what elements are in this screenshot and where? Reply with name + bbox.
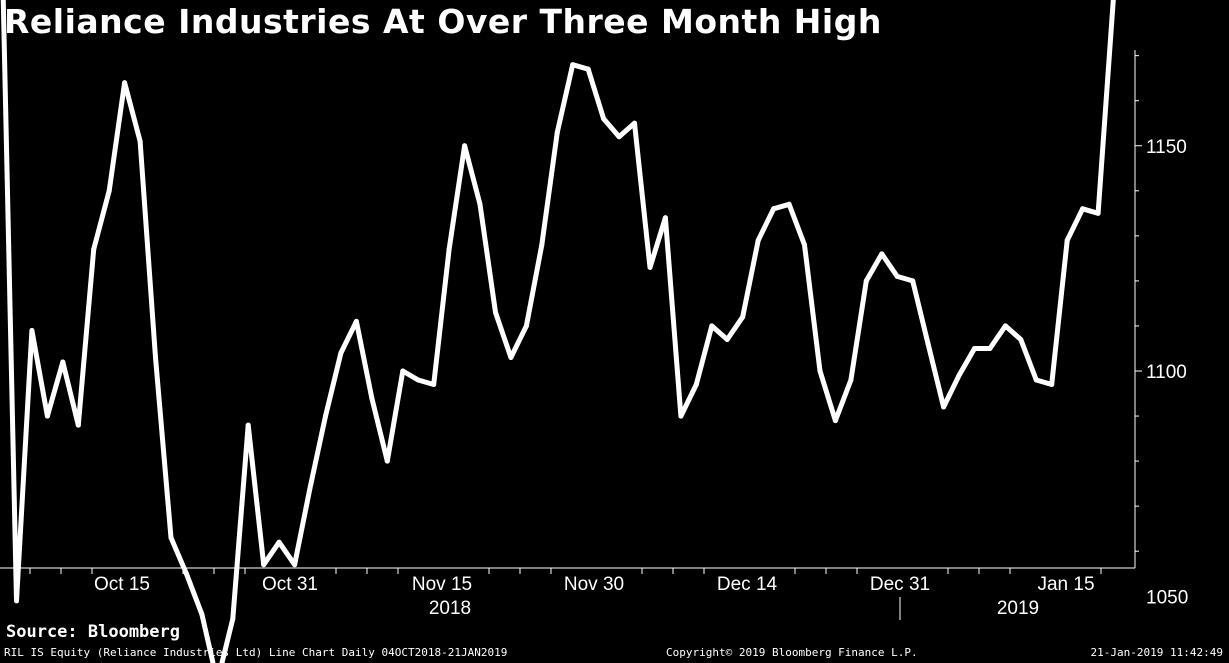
data-point bbox=[183, 571, 189, 577]
data-point bbox=[1049, 382, 1055, 387]
data-point bbox=[106, 188, 112, 194]
data-point bbox=[879, 251, 885, 257]
x-year-label: 2018 bbox=[429, 598, 471, 619]
data-point bbox=[802, 242, 807, 248]
data-point bbox=[632, 120, 637, 126]
data-point bbox=[60, 359, 66, 365]
data-point bbox=[338, 350, 344, 356]
data-point bbox=[431, 382, 437, 387]
footer-security-info: RIL IS Equity (Reliance Industries Ltd) … bbox=[4, 646, 508, 659]
data-point bbox=[709, 323, 715, 329]
data-point bbox=[230, 616, 236, 622]
data-point bbox=[832, 418, 838, 424]
data-point bbox=[647, 264, 653, 270]
x-tick-label: Oct 15 bbox=[94, 574, 150, 595]
data-point bbox=[740, 314, 746, 320]
data-point bbox=[384, 458, 390, 464]
data-point bbox=[29, 328, 35, 333]
x-tick-label: Nov 30 bbox=[564, 574, 624, 595]
data-point bbox=[662, 215, 668, 221]
data-point bbox=[601, 116, 607, 122]
data-point bbox=[1033, 377, 1039, 383]
data-point bbox=[323, 413, 328, 419]
data-point bbox=[894, 273, 900, 279]
data-point bbox=[400, 368, 406, 374]
data-point bbox=[415, 377, 421, 383]
data-point bbox=[786, 201, 792, 207]
data-point bbox=[539, 242, 545, 248]
data-point bbox=[122, 80, 128, 86]
data-point bbox=[14, 598, 19, 604]
data-point bbox=[987, 346, 993, 351]
data-point bbox=[554, 129, 560, 135]
data-point bbox=[972, 346, 977, 351]
data-point bbox=[446, 246, 452, 252]
data-point bbox=[276, 539, 282, 545]
data-point bbox=[724, 337, 730, 342]
data-point bbox=[863, 278, 869, 284]
data-point bbox=[956, 373, 962, 378]
data-point bbox=[771, 206, 777, 212]
data-point bbox=[817, 368, 823, 374]
data-point bbox=[493, 309, 498, 315]
x-tick-label: Dec 31 bbox=[870, 574, 930, 595]
data-point bbox=[91, 246, 97, 252]
x-axis: Oct 15 Oct 31 Nov 15 Nov 30 Dec 14 Dec 31 Jan … bbox=[0, 567, 1135, 620]
data-point bbox=[925, 341, 931, 347]
data-point bbox=[292, 562, 298, 568]
data-point bbox=[523, 323, 529, 329]
data-point bbox=[941, 404, 947, 410]
data-point bbox=[369, 395, 375, 401]
data-point bbox=[1018, 337, 1024, 342]
data-point bbox=[1064, 237, 1070, 243]
data-point bbox=[245, 422, 251, 428]
data-point bbox=[199, 611, 205, 617]
y-axis: 1050110011501200 bbox=[1134, 50, 1188, 608]
y-tick-label: 1050 bbox=[1146, 587, 1188, 608]
data-point bbox=[570, 62, 576, 68]
data-point bbox=[508, 355, 514, 360]
data-point bbox=[678, 413, 684, 419]
data-point bbox=[1095, 210, 1101, 216]
price-series-line bbox=[0, 0, 1116, 663]
y-tick-label: 1100 bbox=[1146, 362, 1187, 383]
data-point bbox=[848, 377, 854, 383]
footer-copyright: Copyright© 2019 Bloomberg Finance L.P. bbox=[666, 646, 918, 659]
data-point bbox=[477, 201, 483, 207]
data-point bbox=[1002, 323, 1008, 329]
x-tick-label: Nov 15 bbox=[412, 574, 472, 595]
data-point bbox=[168, 535, 174, 541]
data-point bbox=[75, 422, 81, 428]
data-point bbox=[261, 562, 267, 568]
y-tick-label: 1150 bbox=[1146, 137, 1187, 158]
data-point bbox=[307, 485, 313, 491]
data-point bbox=[153, 355, 158, 360]
x-tick-label: Dec 14 bbox=[717, 574, 778, 595]
footer-timestamp: 21-Jan-2019 11:42:49 bbox=[1090, 646, 1223, 659]
data-point bbox=[616, 134, 622, 140]
x-tick-label: Jan 15 bbox=[1037, 574, 1094, 595]
x-year-label: 2019 bbox=[997, 598, 1039, 619]
data-point bbox=[1080, 206, 1086, 212]
chart-title: Reliance Industries At Over Three Month … bbox=[4, 2, 882, 41]
data-point bbox=[755, 237, 761, 243]
data-point bbox=[585, 66, 591, 72]
data-point bbox=[910, 278, 916, 284]
data-point bbox=[44, 413, 50, 419]
data-point bbox=[693, 382, 699, 387]
data-point bbox=[137, 138, 143, 144]
series-group bbox=[0, 0, 1116, 663]
data-point bbox=[353, 318, 359, 324]
x-tick-label: Oct 31 bbox=[262, 574, 318, 595]
data-point bbox=[462, 143, 468, 149]
source-label: Source: Bloomberg bbox=[6, 622, 180, 642]
